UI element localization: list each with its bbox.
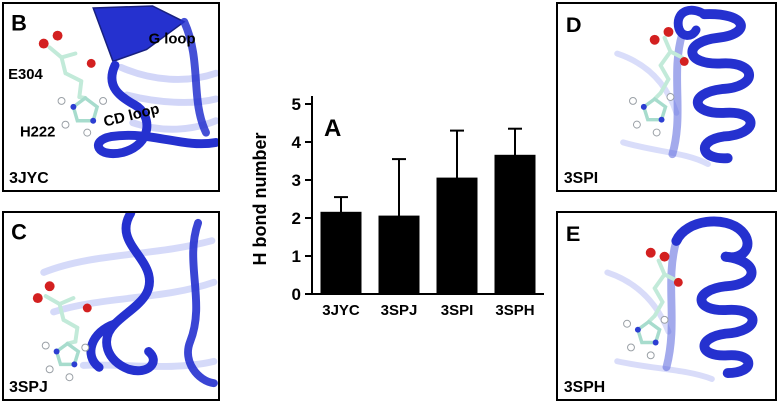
structure-3spj: C 3SPJ (9, 213, 218, 396)
background-strands (604, 269, 715, 382)
background-strands (117, 63, 218, 133)
nitrogen-atom (652, 339, 659, 346)
panel-letter-a: A (324, 115, 341, 142)
y-tick-label: 4 (292, 133, 302, 152)
x-tick-label-3SPH: 3SPH (495, 302, 534, 319)
x-tick-label-3JYC: 3JYC (322, 302, 360, 319)
imidazole-ring (634, 313, 662, 346)
beta-sheet-arrow-g-loop (92, 5, 186, 63)
nitrogen-atom (53, 348, 60, 355)
panel-c-3spj: C 3SPJ (2, 211, 220, 401)
x-tick-label-3SPJ: 3SPJ (381, 302, 418, 319)
bar-3SPJ (378, 215, 420, 295)
structure-3sph: E 3SPH (564, 216, 758, 396)
panel-e-3sph: E 3SPH (556, 211, 777, 401)
nitrogen-atom (71, 361, 78, 368)
oxygen-atoms (38, 30, 96, 68)
ligand-sticks (658, 35, 685, 96)
x-tick-label-3SPI: 3SPI (441, 302, 474, 319)
protein-ribbon (86, 213, 218, 388)
imidazole-ring (70, 95, 100, 124)
panel-d-3spi: D 3SPI (556, 2, 777, 192)
oxygen-atoms (645, 247, 683, 287)
ligand-sticks (43, 294, 80, 344)
nitrogen-atom (634, 326, 641, 333)
y-tick-label: 5 (292, 95, 301, 114)
hydrogen-atoms (629, 93, 675, 137)
y-tick-label: 0 (292, 285, 301, 304)
oxygen-atoms (32, 281, 92, 313)
structure-3spi: D 3SPI (564, 5, 756, 187)
nitrogen-atom (640, 103, 647, 110)
structure-3jyc: B G loop E304 H222 CD loop 3JYC (8, 5, 218, 187)
ligand-sticks (47, 45, 84, 99)
panel-letter-c: C (11, 220, 27, 245)
label-g-loop: G loop (149, 32, 196, 48)
hydrogen-atoms (623, 315, 669, 360)
hydrogen-atoms (57, 97, 108, 137)
ligand-sticks (652, 258, 679, 318)
pdb-id-3jyc: 3JYC (9, 170, 49, 187)
protein-ribbon (662, 236, 681, 372)
protein-ribbon-cd-loop (94, 17, 218, 159)
panel-letter-e: E (566, 221, 580, 246)
y-tick-label: 2 (292, 209, 301, 228)
y-axis-label: H bond number (250, 133, 270, 266)
y-tick-label: 1 (292, 247, 301, 266)
label-e304: E304 (8, 67, 43, 83)
bar-3SPI (436, 177, 478, 295)
pdb-id-3spi: 3SPI (564, 170, 598, 187)
alpha-helix (673, 5, 756, 164)
oxygen-atoms (649, 26, 689, 66)
panel-a-chart: 0 1 2 3 4 5 3JYC 3SPJ 3SPI 3SPH H bond number A (250, 88, 550, 340)
y-tick-label: 3 (292, 171, 301, 190)
imidazole-ring (640, 91, 668, 123)
pdb-id-3spj: 3SPJ (9, 379, 48, 396)
bar-3JYC (320, 211, 362, 295)
imidazole-ring (53, 339, 81, 368)
alpha-helix (671, 216, 758, 379)
bar-chart: 0 1 2 3 4 5 3JYC 3SPJ 3SPI 3SPH H bond number A (250, 95, 544, 319)
hydrogen-atoms (41, 341, 90, 382)
panel-letter-b: B (11, 11, 27, 36)
protein-ribbon (668, 29, 687, 159)
label-h222: H222 (20, 125, 55, 141)
nitrogen-atom (658, 116, 665, 123)
nitrogen-atom (70, 103, 77, 110)
panel-b-3jyc: B G loop E304 H222 CD loop 3JYC (2, 2, 220, 192)
nitrogen-atom (90, 117, 97, 124)
panel-letter-d: D (566, 12, 582, 37)
pdb-id-3sph: 3SPH (564, 379, 605, 396)
bar-3SPH (494, 154, 536, 295)
